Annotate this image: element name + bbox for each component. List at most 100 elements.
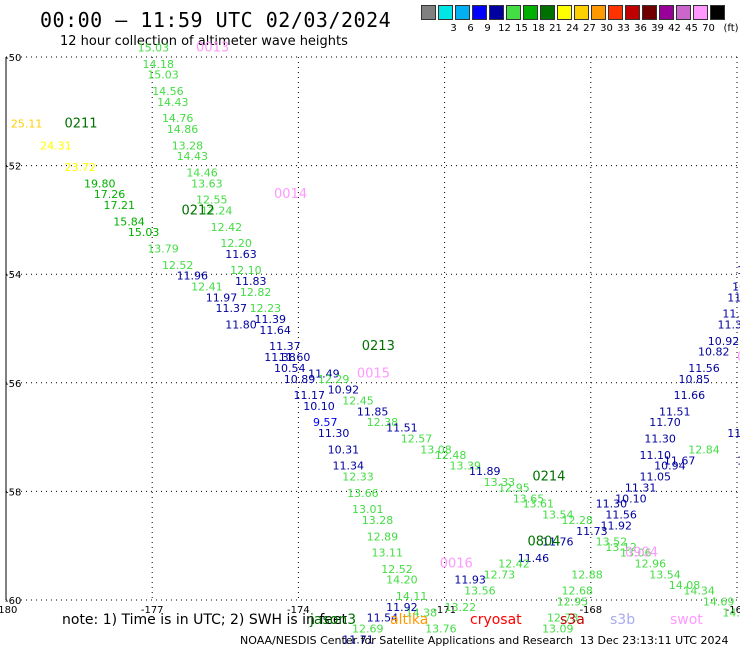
wave-height-reading: 13.33 bbox=[484, 476, 516, 489]
lat-tick-label: -54 bbox=[5, 270, 21, 281]
wave-height-reading: 12.33 bbox=[342, 471, 374, 484]
lat-tick-label: -50 bbox=[5, 53, 21, 64]
pass-time-label: 0804 bbox=[527, 535, 560, 550]
legend-label: 30 bbox=[600, 23, 613, 34]
footnote: note: 1) Time is in UTC; 2) SWH is in fe… bbox=[62, 612, 348, 628]
page-subtitle: 12 hour collection of altimeter wave hei… bbox=[60, 34, 348, 49]
wave-height-reading: 11.46 bbox=[518, 552, 550, 565]
wave-height-reading: 13.12 bbox=[605, 541, 637, 554]
wave-height-reading: 11.97 bbox=[206, 291, 238, 304]
wave-height-reading: 12.73 bbox=[484, 568, 516, 581]
wave-height-reading: 11.92 bbox=[601, 519, 633, 532]
legend-label: 33 bbox=[617, 23, 630, 34]
satellite-name: jason3 bbox=[310, 612, 357, 628]
wave-height-reading: 10.54 bbox=[274, 362, 306, 375]
legend-swatch bbox=[438, 5, 453, 20]
legend-swatch bbox=[642, 5, 657, 20]
pass-time-label: 09 bbox=[737, 350, 740, 365]
wave-height-reading: 15.03 bbox=[147, 69, 179, 82]
wave-height-reading: 13.11 bbox=[372, 547, 404, 560]
wave-height-reading: 12.42 bbox=[211, 221, 243, 234]
generated-timestamp: 13 Dec 23:13:11 UTC 2024 bbox=[580, 634, 729, 647]
lon-tick-label: -177 bbox=[141, 605, 164, 616]
wave-height-reading: 11.31 bbox=[625, 481, 657, 494]
wave-height-reading: 15.03 bbox=[138, 42, 170, 55]
legend-label: 12 bbox=[498, 23, 511, 34]
wave-height-reading: 13.01 bbox=[352, 503, 384, 516]
legend-swatch bbox=[710, 5, 725, 20]
satellite-name: cryosat bbox=[470, 612, 522, 628]
wave-height-reading: 11.60 bbox=[279, 351, 311, 364]
wave-height-reading: 12.88 bbox=[571, 568, 603, 581]
wave-height-reading: 14.38 bbox=[406, 606, 438, 619]
wave-height-reading: 11.37 bbox=[216, 302, 248, 315]
wave-height-reading: 11.76 bbox=[542, 536, 574, 549]
legend-label: 9 bbox=[484, 23, 491, 34]
wave-height-reading: 13.63 bbox=[191, 177, 223, 190]
wave-height-reading: 14.43 bbox=[157, 96, 189, 109]
wave-height-reading: 12.20 bbox=[220, 237, 252, 250]
wave-height-reading: 12.24 bbox=[201, 204, 233, 217]
wave-height-reading: 11.05 bbox=[640, 471, 672, 484]
lon-tick-label: -174 bbox=[287, 605, 310, 616]
wave-height-reading: 12.89 bbox=[367, 530, 399, 543]
wave-height-reading: 11.30 bbox=[596, 498, 628, 511]
wave-height-reading: 10.89 bbox=[284, 373, 316, 386]
wave-height-reading: 11.85 bbox=[357, 405, 389, 418]
satellite-name: s3b bbox=[610, 612, 636, 628]
legend-label: 39 bbox=[651, 23, 664, 34]
wave-height-reading: 11.34 bbox=[333, 460, 365, 473]
legend-unit: (ft) bbox=[723, 23, 739, 34]
wave-height-reading: 13.08 bbox=[420, 443, 452, 456]
wave-height-reading: 12.45 bbox=[342, 395, 374, 408]
wave-height-reading: 19.80 bbox=[84, 177, 116, 190]
wave-height-reading: 11.80 bbox=[225, 319, 256, 332]
wave-height-reading: 12.52 bbox=[381, 563, 413, 576]
lon-tick-label: -180 bbox=[0, 605, 17, 616]
wave-height-reading: 11.89 bbox=[469, 465, 501, 478]
wave-height-reading: 13.54 bbox=[542, 509, 574, 522]
wave-height-reading: 10.94 bbox=[654, 460, 686, 473]
satellite-name: swot bbox=[670, 612, 703, 628]
legend-swatch bbox=[523, 5, 538, 20]
wave-height-reading: 11.49 bbox=[308, 367, 340, 380]
wave-height-reading: 13.52 bbox=[596, 536, 628, 549]
legend-label: 70 bbox=[702, 23, 715, 34]
wave-height-reading: 11.37 bbox=[269, 340, 301, 353]
wave-height-reading: 11.67 bbox=[664, 454, 696, 467]
wave-height-reading: 13.61 bbox=[523, 498, 555, 511]
wave-height-reading: 13.28 bbox=[172, 139, 204, 152]
wave-height-reading: 13.65 bbox=[513, 492, 545, 505]
pass-time-label: 0015 bbox=[357, 366, 390, 381]
wave-height-reading: 14.46 bbox=[186, 166, 218, 179]
wave-height-reading: 14.11 bbox=[396, 590, 428, 603]
wave-height-reading: 11.92 bbox=[386, 601, 418, 614]
wave-height-reading: 11.73 bbox=[576, 525, 608, 538]
wave-height-reading: 11.70 bbox=[649, 416, 681, 429]
wave-height-reading: 13.79 bbox=[147, 242, 179, 255]
pass-time-label: 0213 bbox=[362, 339, 395, 354]
wave-height-reading: 11.1 bbox=[737, 454, 740, 467]
wave-height-reading: 12.52 bbox=[162, 259, 194, 272]
pass-time-label: 0904 bbox=[625, 546, 658, 561]
legend-swatch bbox=[676, 5, 691, 20]
wave-height-reading: 12.95 bbox=[557, 595, 589, 608]
wave-height-reading: 10.92 bbox=[328, 384, 360, 397]
wave-height-reading: 14.56 bbox=[152, 85, 184, 98]
legend-label: 18 bbox=[532, 23, 545, 34]
legend-swatch bbox=[625, 5, 640, 20]
wave-height-reading: 10.10 bbox=[615, 492, 647, 505]
wave-height-reading: 11.51 bbox=[659, 405, 691, 418]
legend-swatch bbox=[557, 5, 572, 20]
lat-tick-label: -60 bbox=[5, 596, 21, 607]
wave-height-reading: 11.71 bbox=[342, 633, 374, 646]
wave-height-reading: 12.57 bbox=[401, 433, 433, 446]
legend-label: 3 bbox=[450, 23, 457, 34]
wave-height-reading: 12.42 bbox=[498, 557, 530, 570]
lat-tick-label: -52 bbox=[5, 162, 21, 173]
wave-height-reading: 17.26 bbox=[94, 188, 126, 201]
wave-height-reading: 10.92 bbox=[708, 335, 740, 348]
wave-height-reading: 11.38 bbox=[264, 351, 296, 364]
wave-height-reading: 13.22 bbox=[445, 601, 477, 614]
wave-height-reading: 14.69 bbox=[703, 595, 735, 608]
